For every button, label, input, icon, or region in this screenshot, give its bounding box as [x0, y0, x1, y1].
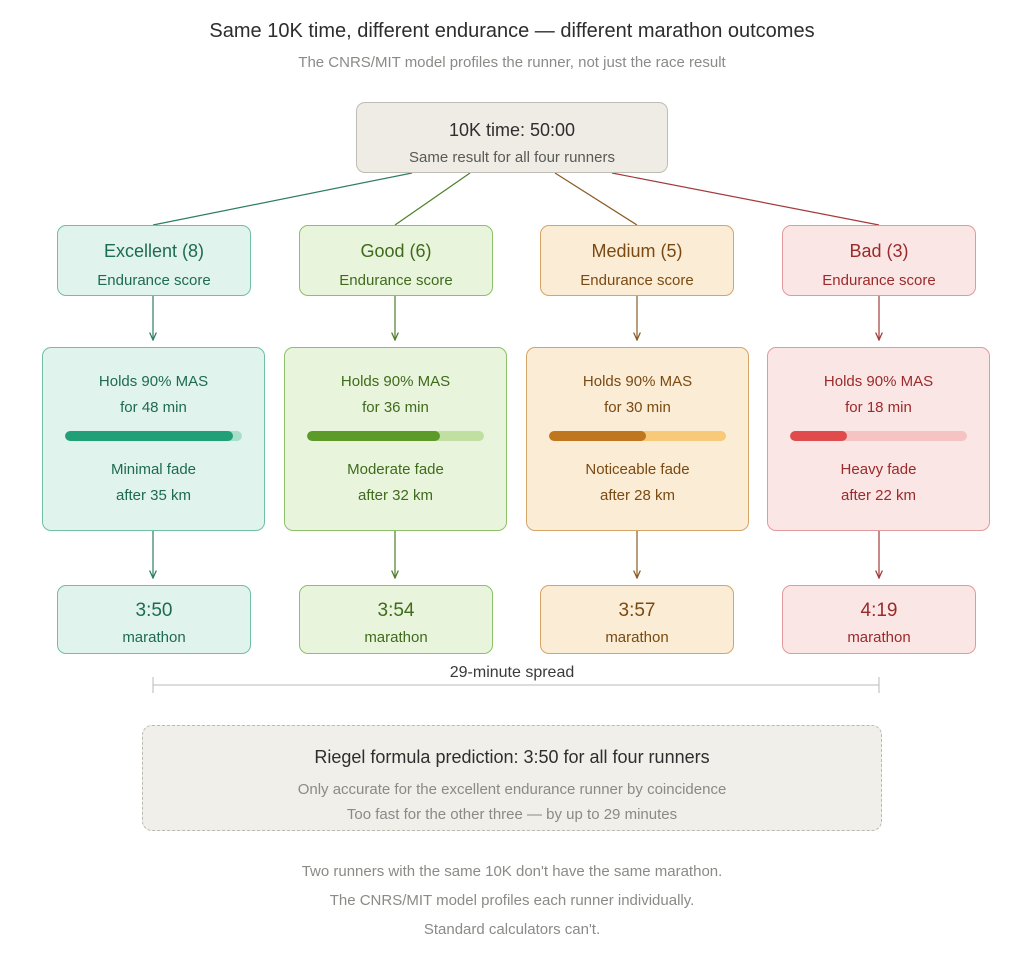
detail-node-good: Holds 90% MAS for 36 min Moderate fade a…	[284, 347, 507, 531]
root-subtitle: Same result for all four runners	[409, 149, 615, 166]
detail-node-bad: Holds 90% MAS for 18 min Heavy fade afte…	[767, 347, 990, 531]
fade-text: Heavy fade	[840, 461, 917, 478]
riegel-note-1: Only accurate for the excellent enduranc…	[297, 781, 727, 798]
endurance-bar-track	[549, 431, 726, 441]
marathon-label: marathon	[364, 629, 428, 646]
marathon-label: marathon	[605, 629, 669, 646]
root-to-score-connector	[394, 172, 471, 226]
fade-distance: after 35 km	[115, 487, 192, 504]
fade-distance: after 32 km	[357, 487, 434, 504]
detail-node-excellent: Holds 90% MAS for 48 min Minimal fade af…	[42, 347, 265, 531]
root-title: 10K time: 50:00	[448, 120, 576, 140]
score-sublabel: Endurance score	[339, 272, 453, 289]
hold-duration: for 18 min	[845, 399, 912, 416]
endurance-bar-fill	[307, 431, 440, 441]
hold-text: Holds 90% MAS	[98, 373, 209, 390]
footer-line-1: Two runners with the same 10K don't have…	[301, 863, 723, 880]
marathon-label: marathon	[122, 629, 186, 646]
footer-line-3: Standard calculators can't.	[423, 921, 601, 938]
spread-label: 29-minute spread	[449, 664, 575, 681]
fade-distance: after 28 km	[599, 487, 676, 504]
score-node-bad: Bad (3) Endurance score	[782, 225, 976, 296]
score-node-medium: Medium (5) Endurance score	[540, 225, 734, 296]
marathon-label: marathon	[847, 629, 911, 646]
score-label: Bad (3)	[849, 241, 909, 261]
riegel-prediction-box: Riegel formula prediction: 3:50 for all …	[142, 725, 882, 831]
diagram-title: Same 10K time, different endurance — dif…	[209, 20, 815, 42]
footer-line-2: The CNRS/MIT model profiles each runner …	[329, 892, 695, 909]
root-to-score-connector	[152, 172, 413, 226]
score-label: Excellent (8)	[103, 241, 205, 261]
endurance-bar-track	[790, 431, 967, 441]
score-node-excellent: Excellent (8) Endurance score	[57, 225, 251, 296]
fade-distance: after 22 km	[840, 487, 917, 504]
root-to-score-connector	[554, 172, 638, 226]
score-label: Medium (5)	[591, 241, 683, 261]
score-sublabel: Endurance score	[822, 272, 936, 289]
marathon-time: 3:50	[135, 600, 173, 621]
fade-text: Noticeable fade	[585, 461, 690, 478]
endurance-bar-fill	[65, 431, 234, 441]
hold-duration: for 36 min	[362, 399, 429, 416]
result-node-good: 3:54 marathon	[299, 585, 493, 654]
riegel-note-2: Too fast for the other three — by up to …	[346, 806, 678, 823]
score-node-good: Good (6) Endurance score	[299, 225, 493, 296]
hold-text: Holds 90% MAS	[340, 373, 451, 390]
endurance-bar-fill	[790, 431, 847, 441]
spread-bracket	[152, 677, 880, 693]
score-sublabel: Endurance score	[97, 272, 211, 289]
marathon-time: 3:57	[618, 600, 656, 621]
hold-text: Holds 90% MAS	[582, 373, 693, 390]
hold-text: Holds 90% MAS	[823, 373, 934, 390]
detail-node-medium: Holds 90% MAS for 30 min Noticeable fade…	[526, 347, 749, 531]
result-node-medium: 3:57 marathon	[540, 585, 734, 654]
result-node-bad: 4:19 marathon	[782, 585, 976, 654]
endurance-bar-track	[307, 431, 484, 441]
root-to-score-connector	[611, 172, 880, 226]
result-node-excellent: 3:50 marathon	[57, 585, 251, 654]
score-sublabel: Endurance score	[580, 272, 694, 289]
root-node-10k-time: 10K time: 50:00 Same result for all four…	[356, 102, 668, 173]
hold-duration: for 30 min	[604, 399, 671, 416]
endurance-bar-fill	[549, 431, 647, 441]
marathon-time: 4:19	[860, 600, 898, 621]
fade-text: Moderate fade	[347, 461, 444, 478]
score-label: Good (6)	[360, 241, 432, 261]
fade-text: Minimal fade	[110, 461, 197, 478]
diagram-subtitle: The CNRS/MIT model profiles the runner, …	[298, 54, 726, 71]
riegel-title: Riegel formula prediction: 3:50 for all …	[314, 747, 710, 767]
endurance-bar-track	[65, 431, 242, 441]
marathon-time: 3:54	[377, 600, 415, 621]
hold-duration: for 48 min	[120, 399, 187, 416]
